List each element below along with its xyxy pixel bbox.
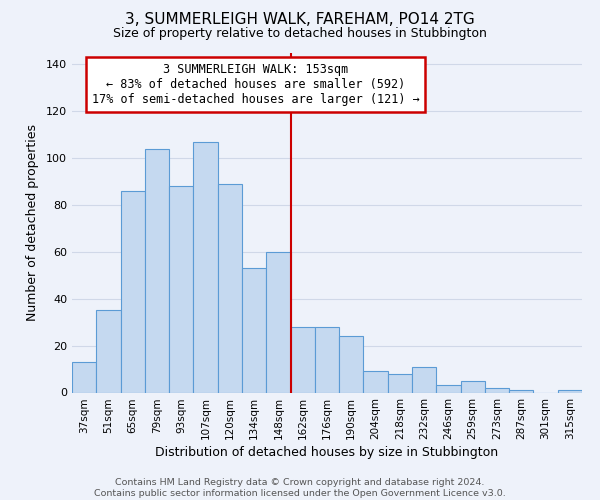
Bar	[193, 142, 218, 392]
Text: 3 SUMMERLEIGH WALK: 153sqm
← 83% of detached houses are smaller (592)
17% of sem: 3 SUMMERLEIGH WALK: 153sqm ← 83% of deta…	[92, 62, 419, 106]
Bar	[242, 268, 266, 392]
Bar	[412, 366, 436, 392]
X-axis label: Distribution of detached houses by size in Stubbington: Distribution of detached houses by size …	[155, 446, 499, 460]
Bar	[96, 310, 121, 392]
Bar	[558, 390, 582, 392]
Bar	[121, 191, 145, 392]
Bar	[290, 327, 315, 392]
Text: Contains HM Land Registry data © Crown copyright and database right 2024.
Contai: Contains HM Land Registry data © Crown c…	[94, 478, 506, 498]
Bar	[266, 252, 290, 392]
Bar	[218, 184, 242, 392]
Text: 3, SUMMERLEIGH WALK, FAREHAM, PO14 2TG: 3, SUMMERLEIGH WALK, FAREHAM, PO14 2TG	[125, 12, 475, 28]
Bar	[169, 186, 193, 392]
Y-axis label: Number of detached properties: Number of detached properties	[26, 124, 39, 321]
Bar	[388, 374, 412, 392]
Text: Size of property relative to detached houses in Stubbington: Size of property relative to detached ho…	[113, 28, 487, 40]
Bar	[364, 372, 388, 392]
Bar	[485, 388, 509, 392]
Bar	[315, 327, 339, 392]
Bar	[509, 390, 533, 392]
Bar	[461, 381, 485, 392]
Bar	[339, 336, 364, 392]
Bar	[436, 386, 461, 392]
Bar	[72, 362, 96, 392]
Bar	[145, 148, 169, 392]
